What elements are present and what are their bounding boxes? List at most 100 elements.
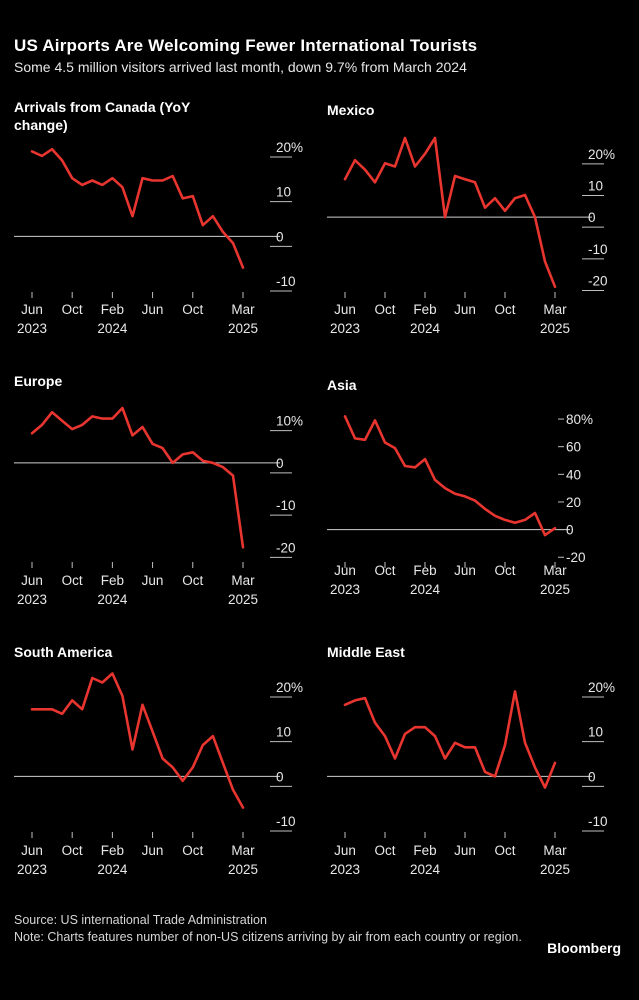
canada-x-tick-label: Oct xyxy=(62,302,83,317)
middle-east-y-tick-label: -10 xyxy=(588,814,608,829)
middle-east-y-tick-label: 20% xyxy=(588,680,615,695)
europe-y-tick-label: 10% xyxy=(276,414,303,429)
mexico-x-tick-year: 2025 xyxy=(540,321,570,336)
middle-east-y-tick-label: 10 xyxy=(588,725,603,740)
middle-east-x-tick-label: Jun xyxy=(454,843,476,858)
middle-east-x-tick-label: Mar xyxy=(543,843,567,858)
asia-x-tick-label: Oct xyxy=(494,563,515,578)
europe-y-tick-label: 0 xyxy=(276,456,284,471)
mexico-x-tick-year: 2024 xyxy=(410,321,441,336)
canada-x-tick-year: 2024 xyxy=(97,321,128,336)
south-america-y-tick-label: -10 xyxy=(276,814,296,829)
canada-x-tick-label: Oct xyxy=(182,302,203,317)
south-america-x-tick-label: Oct xyxy=(62,843,83,858)
middle-east-x-tick-label: Oct xyxy=(494,843,515,858)
europe-x-tick-label: Jun xyxy=(21,573,43,588)
middle-east-x-tick-year: 2023 xyxy=(330,862,360,877)
canada-y-tick-label: 20% xyxy=(276,140,303,155)
panel-title-europe: Europe xyxy=(14,373,63,389)
canada-x-tick-label: Jun xyxy=(21,302,43,317)
mexico-x-tick-label: Mar xyxy=(543,302,567,317)
south-america-y-tick-label: 10 xyxy=(276,725,291,740)
asia-x-tick-year: 2024 xyxy=(410,582,441,597)
south-america-x-tick-label: Jun xyxy=(142,843,164,858)
mexico-y-tick-label: 0 xyxy=(588,210,596,225)
mexico-x-tick-label: Oct xyxy=(374,302,395,317)
middle-east-x-tick-label: Jun xyxy=(334,843,356,858)
asia-x-tick-year: 2025 xyxy=(540,582,570,597)
europe-x-tick-year: 2023 xyxy=(17,592,47,607)
source-note: Source: US international Trade Administr… xyxy=(14,912,534,946)
asia-y-tick-label: 20 xyxy=(566,495,581,510)
panel-title-middle-east: Middle East xyxy=(327,644,405,660)
south-america-x-tick-label: Feb xyxy=(101,843,124,858)
middle-east-x-tick-year: 2025 xyxy=(540,862,570,877)
south-america-x-tick-year: 2024 xyxy=(97,862,128,877)
canada-x-tick-label: Jun xyxy=(142,302,164,317)
bloomberg-logo: Bloomberg xyxy=(547,940,621,956)
south-america-x-tick-year: 2023 xyxy=(17,862,47,877)
south-america-x-tick-year: 2025 xyxy=(228,862,258,877)
europe-y-tick-label: -20 xyxy=(276,540,296,555)
europe-x-tick-label: Feb xyxy=(101,573,124,588)
canada-x-tick-year: 2025 xyxy=(228,321,258,336)
mexico-y-tick-label: 20% xyxy=(588,147,615,162)
panel-title-mexico: Mexico xyxy=(327,102,375,118)
panel-title-south-america: South America xyxy=(14,644,113,660)
europe-x-tick-year: 2024 xyxy=(97,592,128,607)
europe-x-tick-label: Jun xyxy=(142,573,164,588)
asia-x-tick-label: Oct xyxy=(374,563,395,578)
canada-x-tick-label: Feb xyxy=(101,302,124,317)
asia-x-tick-year: 2023 xyxy=(330,582,360,597)
source-text: Source: US international Trade Administr… xyxy=(14,913,267,927)
europe-x-tick-label: Mar xyxy=(231,573,255,588)
canada-y-tick-label: -10 xyxy=(276,274,296,289)
mexico-x-tick-label: Jun xyxy=(454,302,476,317)
asia-y-tick-label: -20 xyxy=(566,550,586,565)
middle-east-x-tick-label: Feb xyxy=(413,843,436,858)
mexico-y-tick-label: -10 xyxy=(588,242,608,257)
note-text: Note: Charts features number of non-US c… xyxy=(14,930,522,944)
asia-series-line xyxy=(343,414,557,537)
south-america-series-line xyxy=(30,672,245,809)
middle-east-x-tick-year: 2024 xyxy=(410,862,441,877)
panel-title-canada: Arrivals from Canada (YoY change) xyxy=(14,99,191,133)
south-america-x-tick-label: Oct xyxy=(182,843,203,858)
south-america-y-tick-label: 0 xyxy=(276,769,284,784)
canada-series-line xyxy=(30,147,245,269)
mexico-y-tick-label: -20 xyxy=(588,274,608,289)
middle-east-x-tick-label: Oct xyxy=(374,843,395,858)
mexico-x-tick-label: Feb xyxy=(413,302,436,317)
europe-y-tick-label: -10 xyxy=(276,498,296,513)
canada-y-tick-label: 0 xyxy=(276,229,284,244)
asia-x-tick-label: Jun xyxy=(454,563,476,578)
south-america-x-tick-label: Mar xyxy=(231,843,255,858)
mexico-x-tick-label: Jun xyxy=(334,302,356,317)
canada-x-tick-year: 2023 xyxy=(17,321,47,336)
asia-x-tick-label: Mar xyxy=(543,563,567,578)
mexico-x-tick-year: 2023 xyxy=(330,321,360,336)
mexico-series-line xyxy=(343,136,557,289)
mexico-x-tick-label: Oct xyxy=(494,302,515,317)
europe-series-line xyxy=(30,406,245,549)
south-america-x-tick-label: Jun xyxy=(21,843,43,858)
mexico-y-tick-label: 10 xyxy=(588,179,603,194)
middle-east-series-line xyxy=(343,690,557,789)
chart-subtitle: Some 4.5 million visitors arrived last m… xyxy=(14,59,467,75)
asia-y-tick-label: 0 xyxy=(566,523,574,538)
asia-x-tick-label: Jun xyxy=(334,563,356,578)
canada-x-tick-label: Mar xyxy=(231,302,255,317)
asia-y-tick-label: 40 xyxy=(566,467,581,482)
south-america-y-tick-label: 20% xyxy=(276,680,303,695)
europe-x-tick-year: 2025 xyxy=(228,592,258,607)
asia-y-tick-label: 80% xyxy=(566,412,593,427)
middle-east-y-tick-label: 0 xyxy=(588,769,596,784)
asia-y-tick-label: 60 xyxy=(566,440,581,455)
panel-title-asia: Asia xyxy=(327,377,357,393)
asia-x-tick-label: Feb xyxy=(413,563,436,578)
europe-x-tick-label: Oct xyxy=(62,573,83,588)
canada-y-tick-label: 10 xyxy=(276,185,291,200)
chart-title: US Airports Are Welcoming Fewer Internat… xyxy=(14,36,478,55)
